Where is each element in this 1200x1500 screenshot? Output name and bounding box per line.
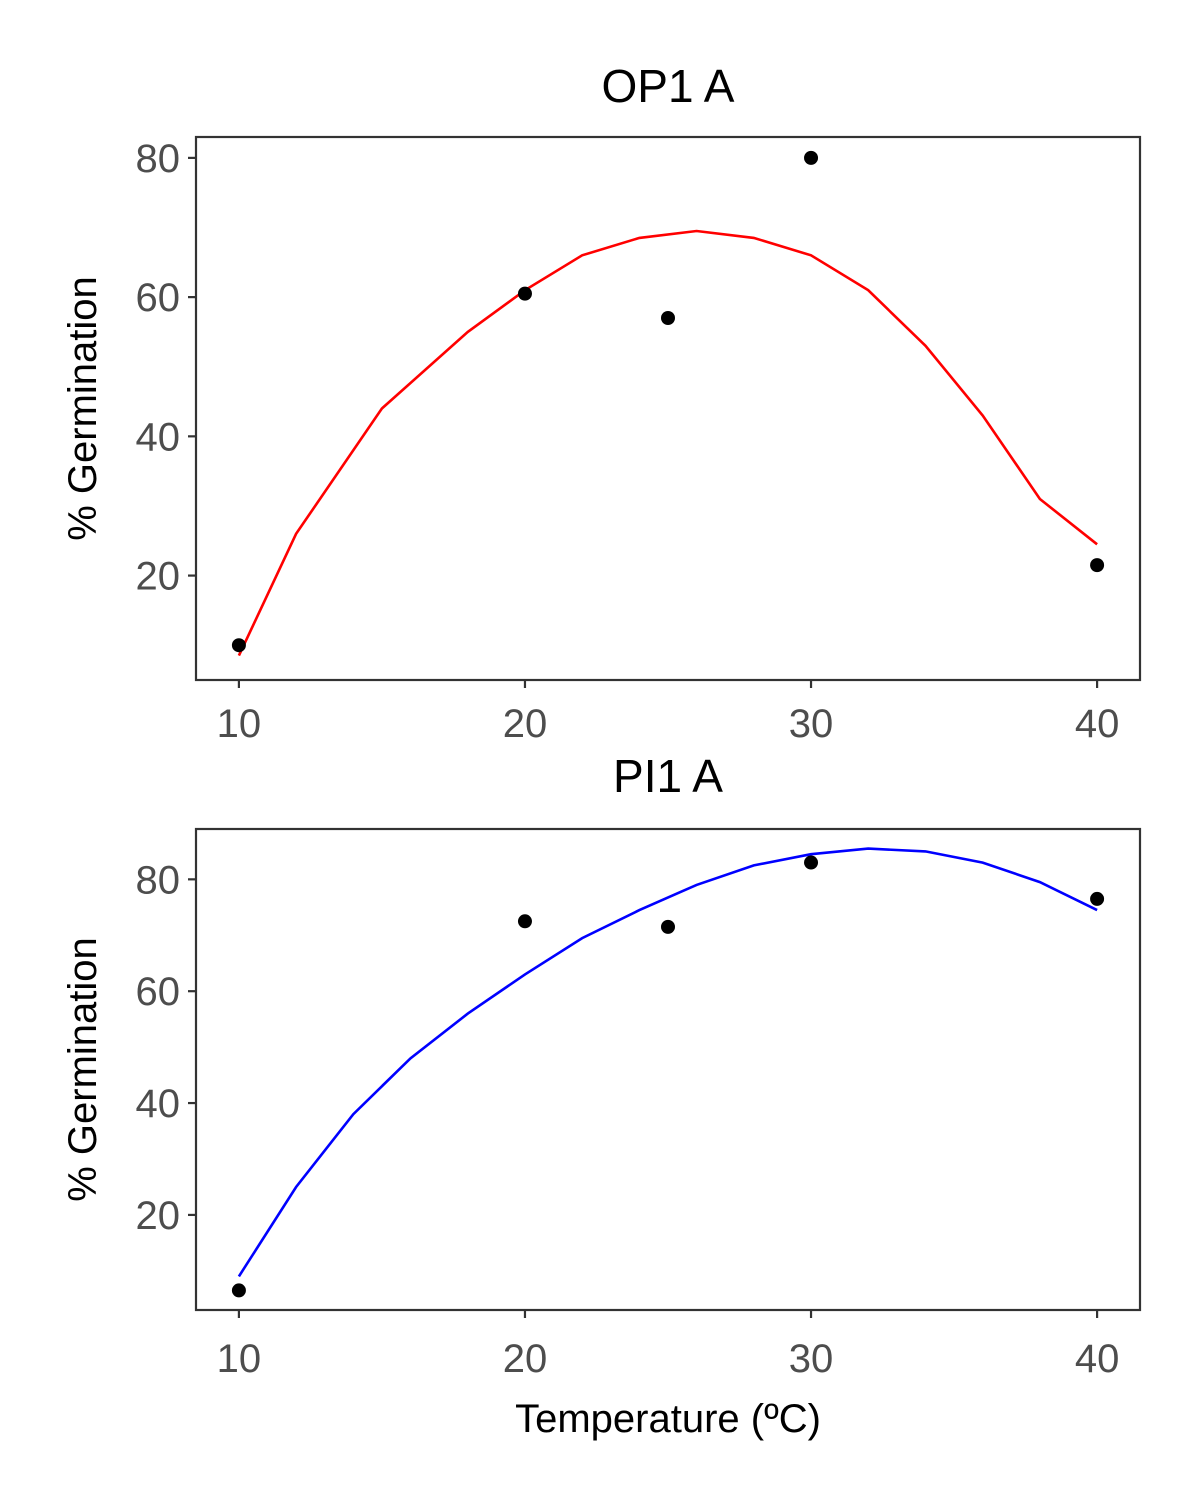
data-point	[1090, 891, 1105, 906]
chart-title: OP1 A	[602, 60, 735, 112]
data-point	[231, 638, 246, 653]
y-tick-label: 80	[136, 137, 181, 181]
data-point	[661, 919, 675, 934]
y-axis-title: % Germination	[61, 276, 105, 541]
y-tick-label: 40	[136, 415, 181, 459]
fit-curve	[237, 229, 1098, 657]
data-point	[661, 311, 675, 325]
y-tick-label: 60	[136, 970, 181, 1014]
y-tick-label: 60	[136, 276, 181, 320]
data-point	[1090, 558, 1105, 573]
plot-frame	[194, 135, 1142, 682]
chart-panel-pi1: PI1 A 20 40 60 80 10 20 30 40 % Germination Temper…	[61, 750, 1142, 1441]
plot-frame	[194, 827, 1142, 1312]
y-axis-title: % Germination	[61, 937, 105, 1202]
x-tick-label: 40	[1075, 1337, 1120, 1381]
chart-panel-op1: OP1 A 20 40 60 80 10 20 30 40 % Germination	[61, 60, 1142, 746]
data-point	[517, 286, 532, 301]
y-tick-label: 80	[136, 858, 181, 902]
x-tick-label: 10	[217, 702, 262, 746]
x-tick-label: 20	[503, 1337, 548, 1381]
x-tick-label: 20	[503, 702, 548, 746]
data-point	[517, 914, 532, 929]
x-tick-label: 30	[789, 702, 834, 746]
chart-title: PI1 A	[613, 750, 723, 802]
data-point	[231, 1283, 246, 1298]
x-tick-label: 10	[217, 1337, 262, 1381]
x-tick-label: 40	[1075, 702, 1120, 746]
x-axis-title: Temperature (ºC)	[515, 1397, 821, 1441]
y-tick-label: 20	[136, 1194, 181, 1238]
data-point	[804, 855, 819, 870]
x-tick-label: 30	[789, 1337, 834, 1381]
y-tick-label: 40	[136, 1082, 181, 1126]
fit-curve	[237, 847, 1098, 1278]
y-tick-label: 20	[136, 555, 181, 599]
data-point	[804, 150, 819, 165]
